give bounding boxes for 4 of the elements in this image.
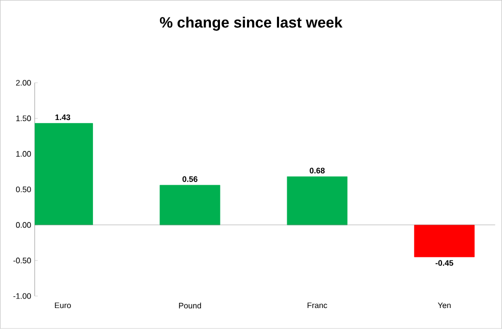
bar bbox=[286, 176, 348, 226]
bar bbox=[414, 224, 475, 258]
chart-title: % change since last week bbox=[160, 16, 342, 31]
bar bbox=[160, 185, 220, 226]
